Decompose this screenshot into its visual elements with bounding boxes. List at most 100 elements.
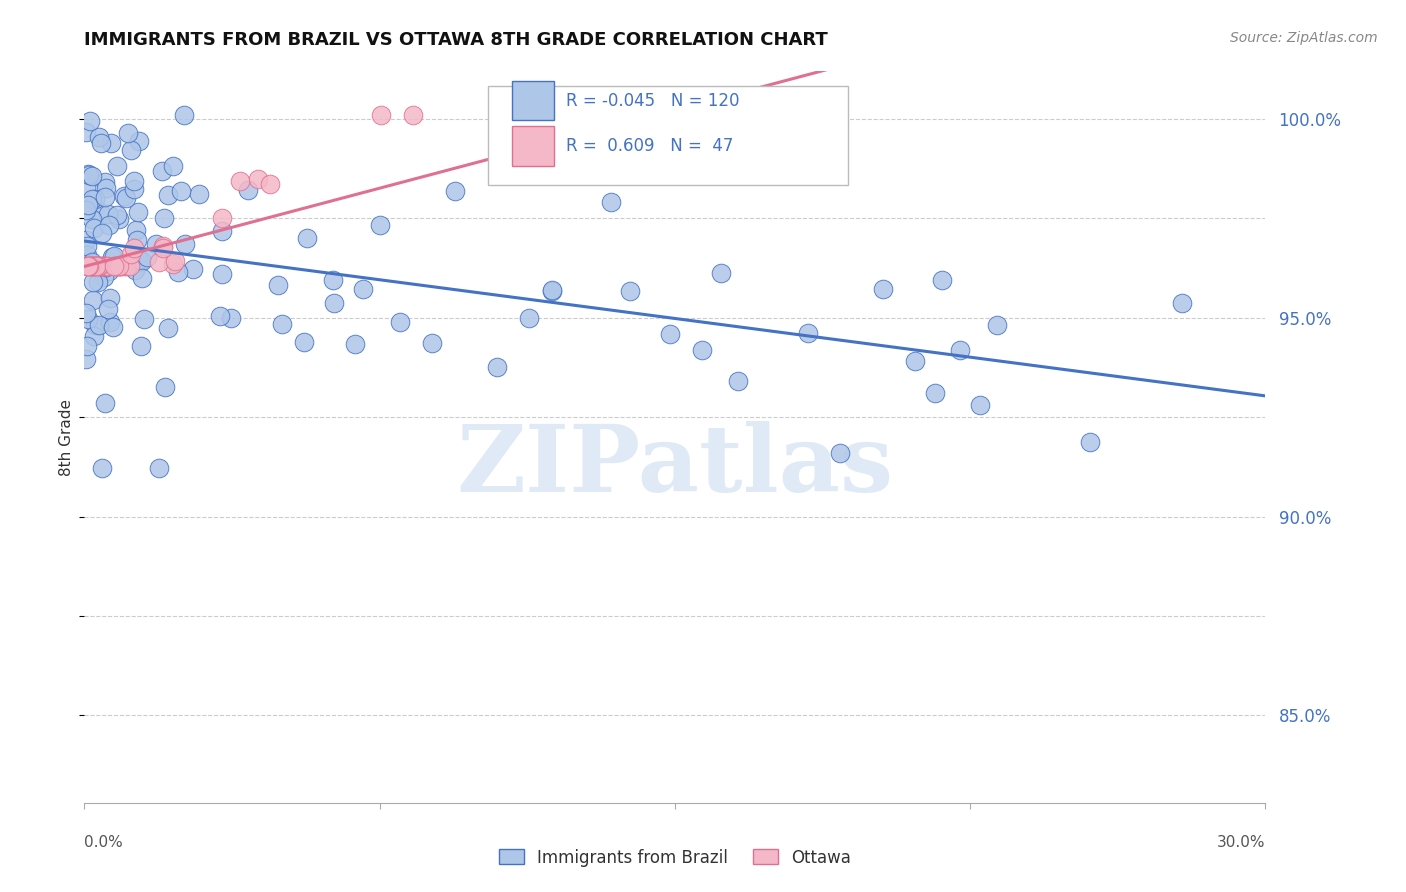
Point <box>75 125 97 139</box>
Point <box>112 189 135 203</box>
Point <box>150 164 173 178</box>
Point <box>120 247 142 261</box>
Point <box>84 192 107 206</box>
Point <box>84 318 107 333</box>
Point <box>82 192 104 206</box>
Point <box>322 273 344 287</box>
Point <box>87 259 110 273</box>
Point <box>90 136 112 150</box>
Point <box>80 212 103 227</box>
Point <box>830 445 852 459</box>
Point <box>162 159 184 173</box>
Point <box>76 259 98 273</box>
Point <box>98 315 121 329</box>
Point <box>83 329 105 343</box>
Point <box>105 208 128 222</box>
Point <box>162 257 184 271</box>
Point <box>82 259 104 273</box>
Point <box>82 293 104 307</box>
Point <box>97 301 120 316</box>
Point <box>100 250 122 264</box>
Point <box>401 108 423 122</box>
Point <box>115 190 138 204</box>
Point <box>153 380 176 394</box>
Point <box>135 250 157 264</box>
Point <box>211 267 233 281</box>
Legend: Immigrants from Brazil, Ottawa: Immigrants from Brazil, Ottawa <box>491 840 859 875</box>
Point <box>1080 434 1102 449</box>
Text: 0.0%: 0.0% <box>84 835 124 849</box>
Point <box>156 187 179 202</box>
Point <box>228 174 250 188</box>
Point <box>236 183 259 197</box>
Point <box>115 259 138 273</box>
Point <box>124 182 146 196</box>
Point <box>80 169 103 183</box>
Text: 30.0%: 30.0% <box>1218 835 1265 849</box>
Point <box>98 292 121 306</box>
Point <box>931 272 953 286</box>
Point <box>388 315 411 329</box>
Point <box>986 318 1008 332</box>
Point <box>924 386 946 401</box>
Point <box>131 271 153 285</box>
Point <box>221 310 243 325</box>
Point <box>89 130 111 145</box>
Point <box>127 205 149 219</box>
Point <box>104 259 127 273</box>
Point <box>75 233 97 247</box>
Point <box>797 326 820 340</box>
Point <box>211 224 233 238</box>
Text: R = -0.045   N = 120: R = -0.045 N = 120 <box>567 92 740 110</box>
Point <box>181 261 204 276</box>
Point <box>949 343 972 358</box>
Point <box>105 259 128 273</box>
Point <box>79 114 101 128</box>
Point <box>94 181 117 195</box>
Point <box>166 265 188 279</box>
Point <box>91 461 114 475</box>
Point <box>77 259 100 273</box>
Point <box>75 202 97 217</box>
Point <box>209 309 232 323</box>
Point <box>77 198 100 212</box>
Point <box>103 249 125 263</box>
Point <box>94 190 117 204</box>
Point <box>343 336 366 351</box>
Point <box>77 168 100 182</box>
Point <box>107 259 129 273</box>
Point <box>80 255 103 269</box>
Point <box>93 259 115 273</box>
Point <box>76 339 98 353</box>
Point <box>118 259 141 273</box>
Point <box>322 296 344 310</box>
Point <box>690 343 713 357</box>
Point <box>793 108 815 122</box>
Point <box>134 311 156 326</box>
Point <box>83 221 105 235</box>
Point <box>152 241 174 255</box>
Point <box>120 144 142 158</box>
Point <box>108 259 131 273</box>
Point <box>125 223 148 237</box>
Text: ZIPatlas: ZIPatlas <box>457 421 893 511</box>
FancyBboxPatch shape <box>512 81 554 120</box>
Point <box>517 311 540 326</box>
Point <box>89 205 111 219</box>
Point <box>163 253 186 268</box>
Point <box>370 108 392 122</box>
Point <box>76 248 98 262</box>
Point <box>619 284 641 298</box>
Point <box>211 211 233 226</box>
Point <box>91 226 114 240</box>
Point <box>247 172 270 186</box>
Point <box>128 254 150 268</box>
Point <box>91 259 114 273</box>
Point <box>169 184 191 198</box>
Point <box>75 352 97 367</box>
Point <box>86 259 108 273</box>
Point <box>80 259 103 273</box>
Point <box>87 275 110 289</box>
Point <box>292 334 315 349</box>
Point <box>352 282 374 296</box>
